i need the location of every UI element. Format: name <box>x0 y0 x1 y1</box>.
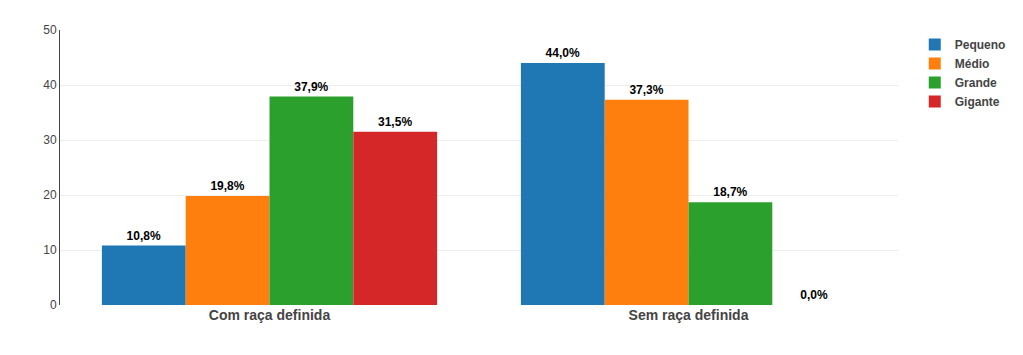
svg-text:Gigante: Gigante <box>955 95 1000 109</box>
svg-text:50: 50 <box>43 23 57 37</box>
svg-text:19,8%: 19,8% <box>210 179 244 193</box>
svg-text:0,0%: 0,0% <box>800 288 828 302</box>
svg-text:0: 0 <box>50 298 57 312</box>
svg-text:20: 20 <box>43 188 57 202</box>
svg-text:37,3%: 37,3% <box>629 83 663 97</box>
svg-text:30: 30 <box>43 133 57 147</box>
svg-text:10,8%: 10,8% <box>127 229 161 243</box>
svg-text:18,7%: 18,7% <box>713 185 747 199</box>
svg-text:Sem raça definida: Sem raça definida <box>629 307 749 323</box>
svg-text:Grande: Grande <box>955 76 997 90</box>
svg-text:31,5%: 31,5% <box>378 115 412 129</box>
svg-text:40: 40 <box>43 78 57 92</box>
svg-text:Pequeno: Pequeno <box>955 38 1006 52</box>
svg-text:Médio: Médio <box>955 57 990 71</box>
svg-text:10: 10 <box>43 243 57 257</box>
svg-text:44,0%: 44,0% <box>546 46 580 60</box>
svg-text:37,9%: 37,9% <box>294 80 328 94</box>
svg-text:Com raça definida: Com raça definida <box>209 307 331 323</box>
